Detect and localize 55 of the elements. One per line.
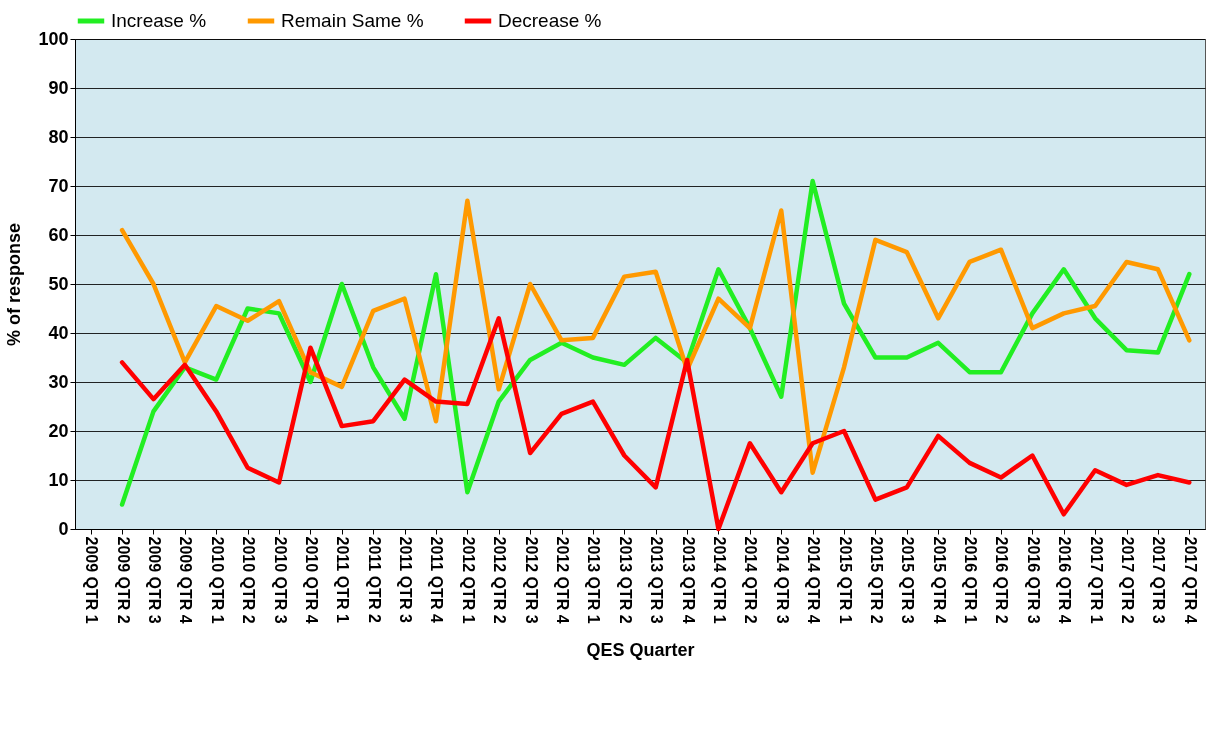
x-tick-label: 2009 QTR 1 <box>83 536 101 624</box>
x-tick-label: 2016 QTR 3 <box>1024 536 1042 624</box>
x-tick-label: 2010 QTR 4 <box>302 536 320 624</box>
x-tick-label: 2009 QTR 2 <box>114 536 132 624</box>
y-tick-label: 60 <box>48 224 69 245</box>
x-axis-title: QES Quarter <box>586 639 695 660</box>
x-tick-label: 2012 QTR 4 <box>554 536 572 624</box>
x-tick-label: 2017 QTR 2 <box>1119 536 1137 624</box>
x-tick-label: 2009 QTR 4 <box>177 536 195 624</box>
x-tick-label: 2012 QTR 2 <box>491 536 509 624</box>
x-tick-label: 2015 QTR 3 <box>899 536 917 624</box>
x-tick-label: 2011 QTR 3 <box>397 536 415 623</box>
x-tick-label: 2010 QTR 3 <box>271 536 289 624</box>
y-tick-label: 20 <box>48 420 69 441</box>
x-tick-label: 2014 QTR 3 <box>773 536 791 624</box>
y-tick-label: 30 <box>48 371 69 392</box>
y-tick-label: 80 <box>48 126 69 147</box>
y-tick-label: 40 <box>48 322 69 343</box>
y-axis-title: % of response <box>4 222 25 347</box>
line-series <box>119 178 1192 507</box>
x-tick-label: 2013 QTR 3 <box>648 536 666 624</box>
y-tick-label: 100 <box>38 28 69 49</box>
y-tick-label: 0 <box>58 518 69 539</box>
legend-label: Remain Same % <box>281 10 424 31</box>
y-tick-label: 50 <box>48 273 69 294</box>
x-tick-label: 2014 QTR 2 <box>742 536 760 624</box>
x-tick-label: 2016 QTR 2 <box>993 536 1011 624</box>
x-tick-label: 2013 QTR 1 <box>585 536 603 624</box>
y-tick-label: 10 <box>48 469 69 490</box>
legend-label: Increase % <box>111 10 207 31</box>
x-tick-label: 2017 QTR 3 <box>1150 536 1168 624</box>
x-tick-label: 2017 QTR 4 <box>1181 536 1199 624</box>
line-series <box>119 316 1192 532</box>
x-tick-label: 2014 QTR 1 <box>710 536 728 624</box>
legend-label: Decrease % <box>498 10 602 31</box>
x-tick-label: 2011 QTR 1 <box>334 536 352 623</box>
x-tick-label: 2012 QTR 3 <box>522 536 540 624</box>
x-tick-label: 2015 QTR 1 <box>836 536 854 624</box>
x-tick-label: 2016 QTR 1 <box>962 536 980 624</box>
line-series <box>119 198 1192 475</box>
x-tick-label: 2013 QTR 2 <box>616 536 634 624</box>
y-tick-label: 90 <box>48 77 69 98</box>
x-tick-label: 2010 QTR 1 <box>208 536 226 624</box>
x-tick-label: 2016 QTR 4 <box>1056 536 1074 624</box>
x-tick-label: 2015 QTR 4 <box>930 536 948 624</box>
x-tick-label: 2010 QTR 2 <box>240 536 258 624</box>
x-tick-label: 2014 QTR 4 <box>805 536 823 624</box>
x-tick-label: 2011 QTR 2 <box>365 536 383 623</box>
x-tick-label: 2017 QTR 1 <box>1087 536 1105 624</box>
x-tick-label: 2013 QTR 4 <box>679 536 697 624</box>
x-tick-label: 2009 QTR 3 <box>145 536 163 624</box>
x-tick-label: 2015 QTR 2 <box>867 536 885 624</box>
y-tick-label: 70 <box>48 175 69 196</box>
x-tick-label: 2011 QTR 4 <box>428 536 446 623</box>
x-tick-label: 2012 QTR 1 <box>459 536 477 624</box>
